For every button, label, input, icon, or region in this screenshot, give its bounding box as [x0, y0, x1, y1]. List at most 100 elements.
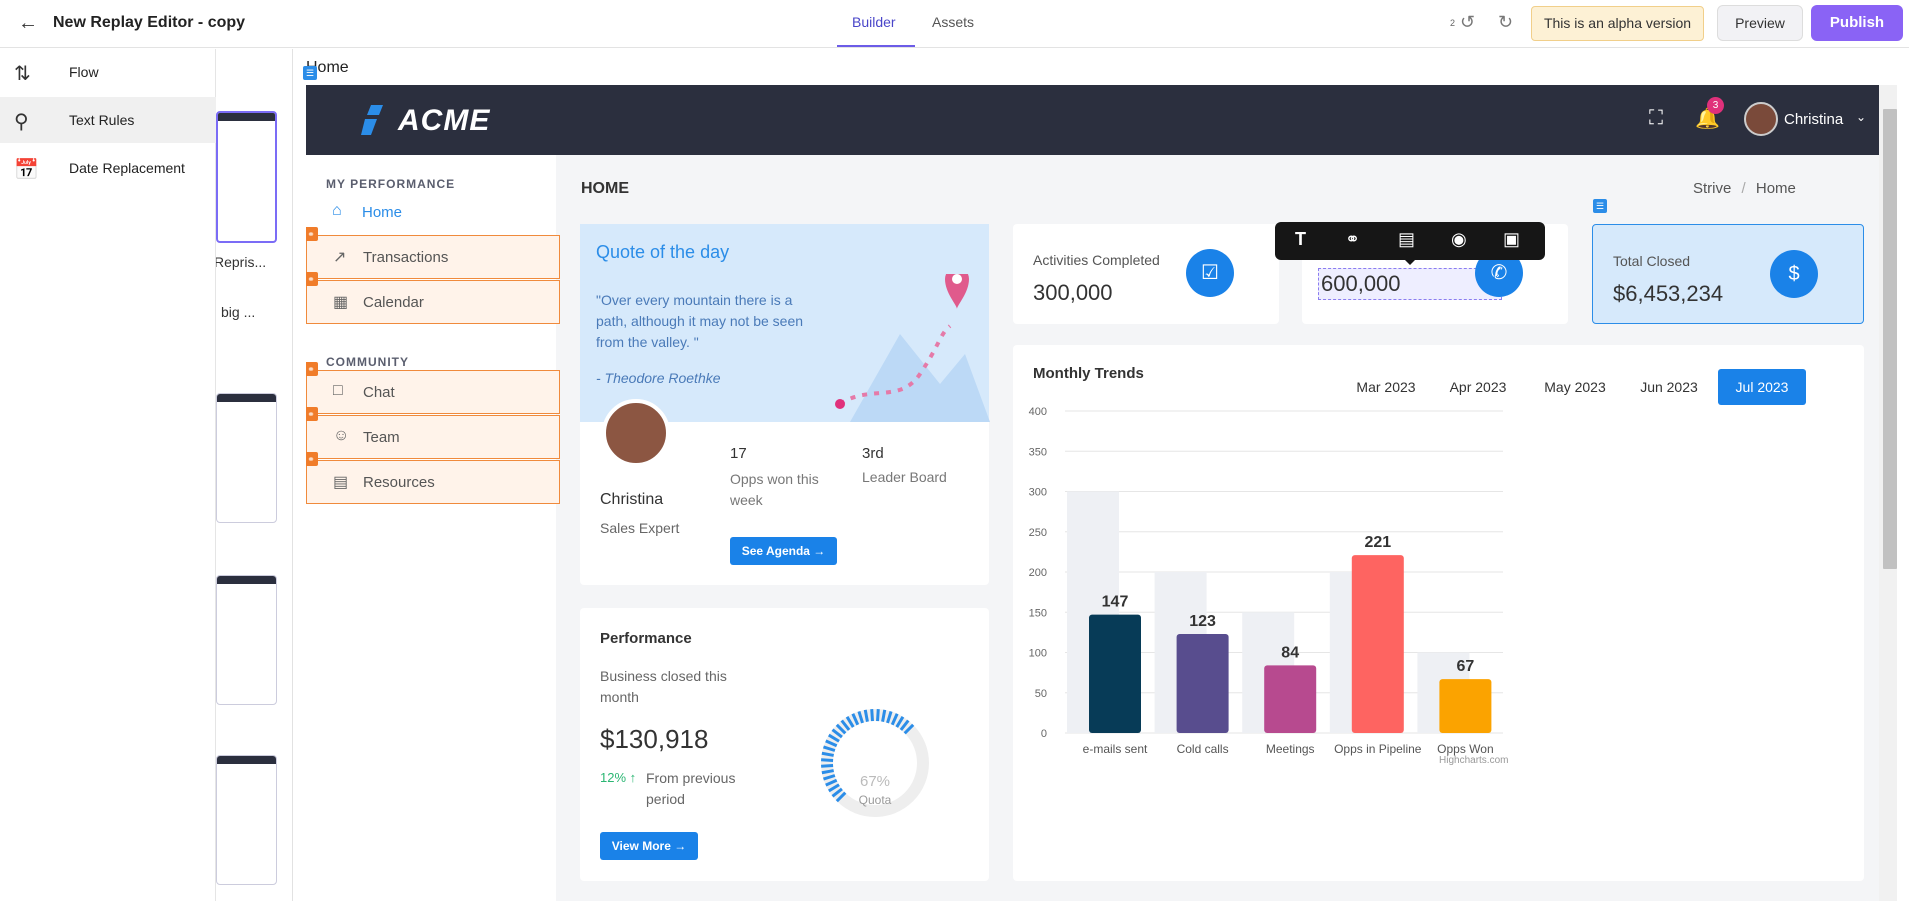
gauge-tick — [840, 719, 851, 731]
eye-icon[interactable]: ◉ — [1451, 229, 1467, 249]
fullscreen-icon[interactable]: ⛶ — [1649, 107, 1663, 129]
comment-marker-icon[interactable]: ☰ — [1593, 199, 1607, 213]
undo-icon[interactable]: ↺ — [1460, 12, 1476, 32]
link-icon[interactable]: ⚭ — [1345, 229, 1361, 249]
publish-button[interactable]: Publish — [1811, 5, 1903, 41]
page-thumbnails: Repris... big ... — [216, 49, 293, 901]
gauge-tick — [825, 739, 838, 748]
sidebar-item-team[interactable]: ⚭ ☺ Team — [306, 407, 560, 459]
bar[interactable] — [1176, 633, 1229, 733]
sidebar-item-home[interactable]: ⌂ Home — [306, 191, 560, 235]
tab-assets[interactable]: Assets — [932, 14, 975, 30]
chevron-down-icon[interactable]: ⌄ — [1856, 110, 1867, 124]
arrow-right-icon: → — [674, 839, 687, 853]
sidebar-item-transactions[interactable]: ⚭ ↗ Transactions — [306, 227, 560, 279]
breadcrumb-item[interactable]: Strive — [1693, 180, 1732, 197]
data-label: 123 — [1189, 613, 1216, 630]
menu-item-label: Flow — [69, 64, 99, 80]
gauge-tick — [828, 733, 840, 743]
sidebar-item-calendar[interactable]: ⚭ ▦ Calendar — [306, 272, 560, 324]
menu-item-text-rules[interactable]: ⚲ Text Rules — [0, 97, 216, 143]
section-heading: COMMUNITY — [326, 355, 409, 369]
app-logo-text: ACME — [398, 104, 491, 137]
view-more-button[interactable]: View More → — [600, 832, 698, 860]
thumbnail-page[interactable] — [216, 575, 277, 705]
month-tab[interactable]: Jun 2023 — [1640, 379, 1698, 395]
profile-name: Christina — [600, 491, 664, 508]
text-icon[interactable]: T — [1295, 229, 1306, 249]
scrollbar-thumb[interactable] — [1883, 109, 1897, 569]
bar[interactable] — [1351, 555, 1404, 733]
y-tick-label: 100 — [1029, 648, 1047, 660]
menu-item-flow[interactable]: ⇅ Flow — [0, 49, 216, 95]
sidebar-item-label: Team — [363, 429, 400, 446]
chart-credit[interactable]: Highcharts.com — [1439, 755, 1509, 766]
alpha-badge: This is an alpha version — [1531, 6, 1704, 41]
month-tab[interactable]: Mar 2023 — [1356, 379, 1416, 395]
gauge-tick — [821, 751, 834, 757]
monthly-trends-chart: 0 50 100 150 200 250 300 350 400 147 e-mails sent 1… — [1029, 406, 1503, 756]
user-menu[interactable]: Christina — [1784, 111, 1844, 128]
link-icon: ⚭ — [306, 362, 318, 376]
y-tick-label: 0 — [1041, 728, 1047, 740]
comment-icon[interactable]: ▤ — [1398, 229, 1416, 249]
change-percent: 12% ↑ — [600, 770, 636, 785]
bar[interactable] — [1264, 665, 1317, 733]
thumbnail-page[interactable] — [216, 393, 277, 523]
gauge-tick — [828, 783, 840, 793]
link-icon: ⚭ — [306, 452, 318, 466]
chat-icon: □ — [333, 382, 343, 399]
flow-icon: ⇅ — [14, 63, 31, 85]
thumbnail-page[interactable] — [216, 755, 277, 885]
preview-button[interactable]: Preview — [1717, 5, 1803, 41]
quote-card: Quote of the day "Over every mountain th… — [580, 224, 990, 585]
gauge-tick — [825, 778, 838, 787]
app-preview: ACME ⛶ 🔔 3 Christina ⌄ MY PERFORMANCE ⌂ … — [306, 85, 1884, 901]
rank-label: Leader Board — [862, 469, 947, 485]
sidebar-item-chat[interactable]: ⚭ □ Chat — [306, 362, 560, 414]
x-tick-label: Meetings — [1266, 742, 1315, 756]
trash-icon[interactable]: ▣ — [1503, 229, 1521, 249]
back-arrow-icon[interactable]: ← — [18, 12, 38, 34]
stat-value: 300,000 — [1033, 280, 1113, 305]
tab-builder[interactable]: Builder — [852, 14, 896, 30]
gauge-tick — [886, 710, 893, 724]
gauge-tick — [835, 791, 847, 803]
month-tab-selected[interactable]: Jul 2023 — [1718, 369, 1806, 405]
gauge-label: Quota — [859, 793, 892, 807]
performance-subtitle: Business closed this month — [600, 668, 727, 705]
scrollbar[interactable] — [1879, 85, 1897, 901]
data-label: 147 — [1102, 594, 1129, 611]
gauge-tick — [831, 787, 843, 798]
avatar — [602, 399, 670, 467]
month-tab[interactable]: May 2023 — [1544, 379, 1606, 395]
sidebar-item-resources[interactable]: ⚭ ▤ Resources — [306, 452, 560, 504]
home-icon: ⌂ — [332, 202, 342, 219]
comment-marker-icon[interactable]: ☰ — [303, 66, 317, 80]
x-tick-label: Opps in Pipeline — [1334, 742, 1422, 756]
gauge-tick — [857, 710, 864, 724]
gauge-tick — [870, 709, 874, 722]
link-icon: ⚭ — [306, 227, 318, 241]
avatar[interactable] — [1744, 102, 1778, 136]
performance-value: $130,918 — [600, 724, 709, 754]
month-tab[interactable]: Apr 2023 — [1449, 379, 1507, 395]
x-tick-label: Opps Won — [1437, 742, 1493, 756]
gauge-tick — [821, 764, 834, 768]
bar[interactable] — [1089, 614, 1141, 733]
gauge-tick — [821, 758, 834, 762]
app-header: ACME ⛶ 🔔 3 Christina ⌄ — [306, 85, 1884, 155]
see-agenda-button[interactable]: See Agenda → — [730, 537, 837, 565]
menu-item-date-replacement[interactable]: 📅 Date Replacement — [0, 145, 216, 191]
redo-icon[interactable]: ↻ — [1498, 12, 1514, 32]
bar[interactable] — [1439, 679, 1492, 733]
breadcrumb: Strive / Home — [1693, 180, 1796, 197]
thumbnail-page[interactable] — [216, 111, 277, 243]
sidebar-item-label: Calendar — [363, 294, 424, 311]
sidebar-item-label: Resources — [363, 474, 435, 491]
performance-card: Performance Business closed this month $… — [580, 608, 989, 881]
quota-gauge: 67% Quota — [821, 709, 929, 817]
stat-value: $6,453,234 — [1613, 281, 1724, 306]
stat-value-selected[interactable]: 600,000 — [1318, 268, 1502, 300]
data-label: 221 — [1364, 534, 1391, 551]
